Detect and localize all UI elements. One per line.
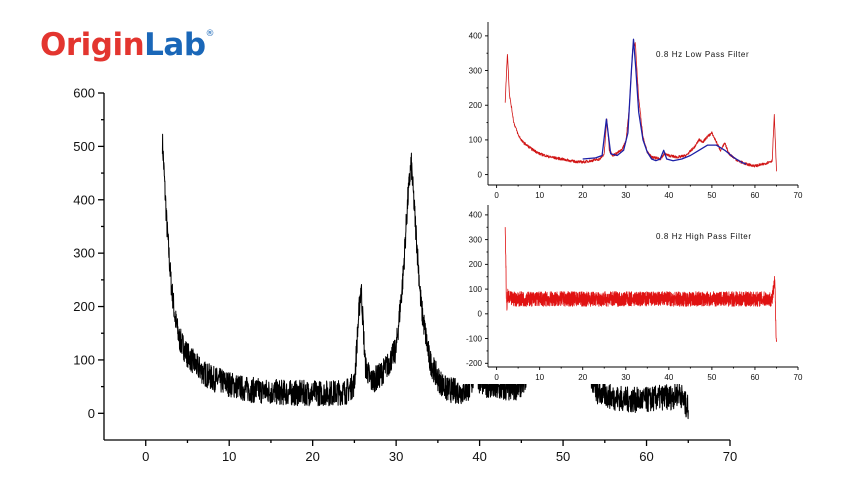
- x-tick-label: 20: [578, 373, 587, 382]
- logo-origin-text: Origin: [40, 27, 145, 63]
- y-tick-label: 0: [478, 310, 483, 319]
- series-line-0: [504, 227, 777, 343]
- x-tick-label: 30: [621, 373, 630, 382]
- y-tick-label: 300: [469, 235, 483, 244]
- x-tick-label: 60: [639, 449, 653, 464]
- x-tick-label: 40: [664, 191, 673, 200]
- x-tick-label: 60: [750, 191, 759, 200]
- x-tick-label: 40: [472, 449, 486, 464]
- x-tick-label: 0: [494, 191, 499, 200]
- series-line-0: [504, 42, 777, 172]
- y-tick-label: 400: [73, 192, 95, 207]
- x-tick-label: 50: [707, 191, 716, 200]
- x-tick-label: 0: [494, 373, 499, 382]
- y-tick-label: 100: [469, 136, 483, 145]
- y-tick-label: 300: [73, 246, 95, 261]
- x-tick-label: 50: [707, 373, 716, 382]
- y-tick-label: 400: [469, 211, 483, 220]
- x-tick-label: 70: [794, 191, 803, 200]
- y-tick-label: 200: [469, 260, 483, 269]
- x-tick-label: 0: [142, 449, 149, 464]
- logo-lab-text: Lab: [144, 27, 206, 63]
- y-tick-label: 600: [73, 86, 95, 101]
- x-tick-label: 30: [389, 449, 403, 464]
- x-tick-label: 40: [664, 373, 673, 382]
- x-tick-label: 20: [305, 449, 319, 464]
- x-tick-label: 30: [621, 191, 630, 200]
- inset-high-background: [460, 198, 805, 384]
- y-tick-label: -100: [466, 334, 483, 343]
- x-tick-label: 20: [578, 191, 587, 200]
- y-tick-label: 200: [469, 101, 483, 110]
- x-tick-label: 50: [556, 449, 570, 464]
- inset-title: 0.8 Hz Low Pass Filter: [656, 50, 749, 59]
- y-tick-label: -200: [466, 359, 483, 368]
- series-line-1: [582, 38, 747, 165]
- x-tick-label: 10: [535, 373, 544, 382]
- x-tick-label: 70: [794, 373, 803, 382]
- originlab-logo: OriginLab®: [40, 27, 215, 63]
- y-tick-label: 300: [469, 66, 483, 75]
- inset-low-pass-plot: 0 100 200 300 400 0 10 20 30 40 50 60 70 0.8 Hz Low P…: [460, 15, 805, 200]
- y-tick-label: 200: [73, 299, 95, 314]
- inset-high-pass-plot: -200 -100 0 100 200 300 400 0 10 20 30 40 50 60 70 0.8 …: [460, 198, 805, 384]
- y-tick-label: 400: [469, 32, 483, 41]
- y-tick-label: 0: [88, 406, 95, 421]
- y-tick-label: 100: [73, 352, 95, 367]
- y-tick-label: 0: [478, 170, 483, 179]
- x-tick-label: 60: [750, 373, 759, 382]
- series-line-0: [161, 133, 689, 420]
- y-tick-label: 500: [73, 139, 95, 154]
- y-tick-label: 100: [469, 285, 483, 294]
- x-tick-label: 70: [723, 449, 737, 464]
- inset-title: 0.8 Hz High Pass Filter: [656, 232, 752, 241]
- logo-registered-mark: ®: [205, 29, 215, 39]
- x-tick-label: 10: [535, 191, 544, 200]
- x-tick-label: 10: [222, 449, 236, 464]
